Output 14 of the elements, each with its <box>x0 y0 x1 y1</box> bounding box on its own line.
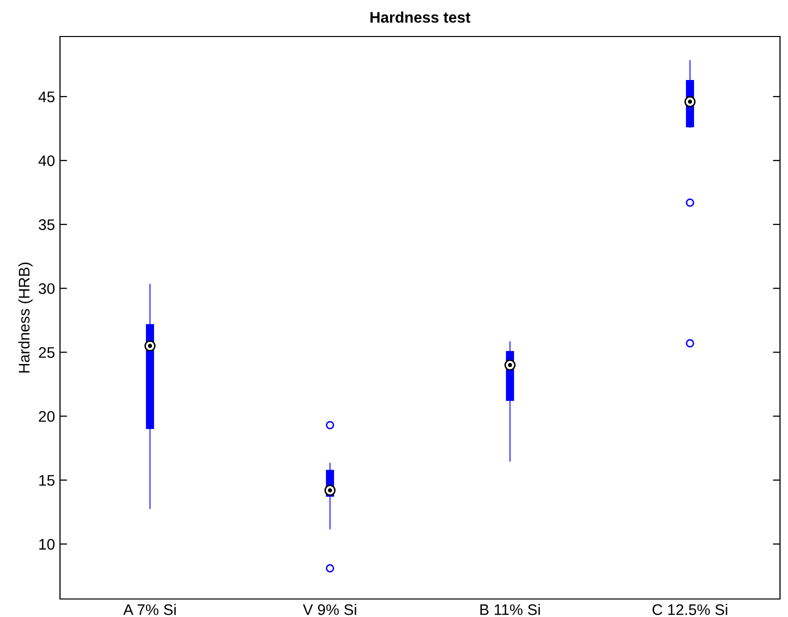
y-axis-title: Hardness (HRB) <box>18 262 33 373</box>
y-tick-label: 25 <box>38 347 54 358</box>
x-tick-label: C 12.5% Si <box>652 604 728 616</box>
x-tick-label: B 11% Si <box>480 604 540 616</box>
y-tick-label: 45 <box>38 92 54 102</box>
y-tick-label: 40 <box>38 155 55 166</box>
y-tick-label: 30 <box>38 283 55 294</box>
x-tick-label: A 7% Si <box>123 604 176 616</box>
y-tick-label: 10 <box>39 538 55 550</box>
y-tick-label: 35 <box>38 219 54 230</box>
x-tick-label: V 9% Si <box>302 604 356 616</box>
y-tick-label: 15 <box>39 475 54 486</box>
y-tick-label: 20 <box>38 411 55 422</box>
chart-title: Hardness test <box>370 12 470 23</box>
